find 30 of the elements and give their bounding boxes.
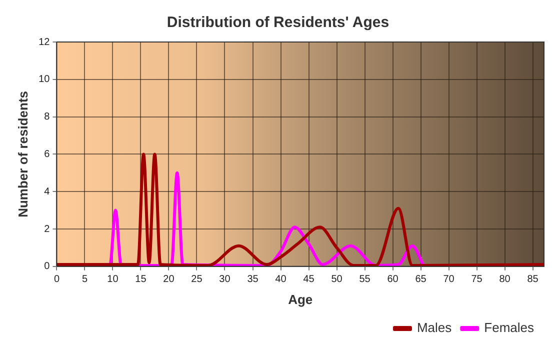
y-axis-title: Number of residents	[15, 90, 30, 218]
chart-title: Distribution of Residents' Ages	[166, 14, 390, 32]
x-tick-label: 15	[135, 274, 147, 286]
x-tick-label: 30	[219, 274, 231, 286]
x-tick-label: 85	[527, 274, 539, 286]
x-tick-label: 10	[107, 274, 119, 286]
x-tick-label: 25	[191, 274, 203, 286]
y-tick-label: 0	[44, 261, 50, 272]
y-tick-label: 8	[44, 112, 50, 123]
x-tick-label: 35	[247, 274, 259, 286]
x-tick-label: 80	[499, 274, 511, 286]
y-tick-label: 10	[38, 74, 50, 86]
x-tick-label: 65	[415, 274, 427, 286]
x-tick-label: 75	[471, 274, 483, 286]
x-tick-label: 70	[443, 274, 455, 286]
x-tick-label: 50	[331, 274, 343, 286]
y-tick-label: 4	[44, 186, 50, 198]
x-tick-label: 60	[387, 274, 399, 286]
y-tick-label: 12	[38, 36, 50, 48]
legend-label: Males	[416, 320, 452, 336]
x-tick-label: 55	[359, 274, 371, 286]
y-tick-label: 2	[44, 224, 50, 235]
x-tick-label: 40	[275, 274, 287, 286]
x-tick-label: 5	[82, 274, 88, 286]
y-tick-label: 6	[44, 148, 50, 160]
x-axis-title: Age	[288, 292, 313, 307]
x-tick-label: 0	[54, 274, 60, 286]
x-tick-label: 45	[303, 274, 315, 286]
x-tick-label: 20	[163, 274, 175, 286]
legend-label: Females	[484, 320, 534, 336]
